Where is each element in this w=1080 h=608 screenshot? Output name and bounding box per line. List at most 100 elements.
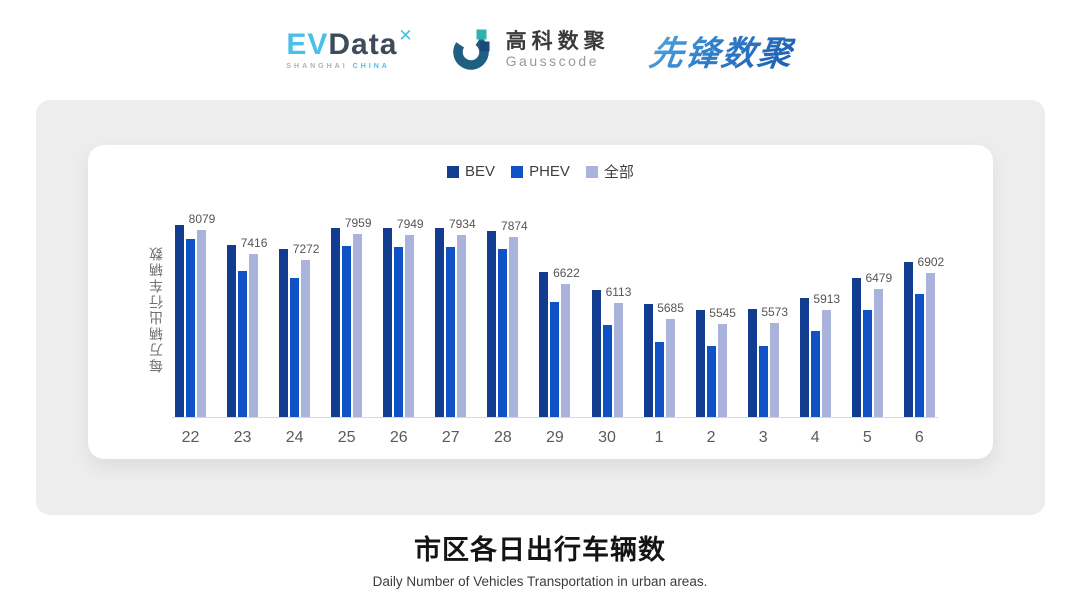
xianfeng-logo: 先锋数聚 xyxy=(646,26,797,75)
legend-label: 全部 xyxy=(603,164,634,181)
bar-PHEV-24 xyxy=(290,278,300,418)
bar-PHEV-6 xyxy=(914,294,924,418)
bar-PHEV-5 xyxy=(862,310,872,418)
bar-group-26: 7949 xyxy=(383,212,424,418)
bar-group-4: 5913 xyxy=(799,212,840,418)
chart-subtitle: Daily Number of Vehicles Transportation … xyxy=(372,574,708,589)
bar-全部-24 xyxy=(301,260,311,418)
bar-全部-5 xyxy=(873,289,883,418)
data-label-30: 6113 xyxy=(605,285,632,299)
evdata-ev-text: EV xyxy=(286,28,329,61)
bar-group-29: 6622 xyxy=(539,212,580,418)
bar-PHEV-28 xyxy=(498,249,508,418)
legend-label: PHEV xyxy=(529,163,570,180)
legend-swatch-icon xyxy=(511,165,524,178)
data-label-26: 7949 xyxy=(396,217,424,231)
bar-BEV-2 xyxy=(695,310,705,418)
legend-item-PHEV[interactable]: PHEV xyxy=(511,163,570,180)
gausscode-text: 高科数聚 Gausscode xyxy=(506,30,610,70)
legend-item-全部[interactable]: 全部 xyxy=(585,161,634,182)
gausscode-logo: 高科数聚 Gausscode xyxy=(452,27,610,73)
data-label-29: 6622 xyxy=(553,266,580,280)
gausscode-g-icon xyxy=(452,29,490,70)
gausscode-cn-text: 高科数聚 xyxy=(505,30,610,54)
x-tick-22: 22 xyxy=(181,429,200,446)
x-tick-1: 1 xyxy=(654,429,664,446)
x-tick-24: 24 xyxy=(285,429,304,446)
bar-BEV-28 xyxy=(487,231,497,418)
data-label-2: 5545 xyxy=(709,306,736,320)
bar-全部-22 xyxy=(197,230,206,418)
bar-group-24: 7272 xyxy=(279,212,319,418)
x-tick-26: 26 xyxy=(389,429,408,446)
bar-全部-30 xyxy=(613,303,623,418)
data-label-25: 7959 xyxy=(344,216,372,230)
bar-BEV-30 xyxy=(591,290,601,418)
data-label-5: 6479 xyxy=(865,271,893,285)
x-tick-23: 23 xyxy=(233,429,252,446)
bar-group-3: 5573 xyxy=(747,212,788,418)
x-tick-28: 28 xyxy=(493,429,512,446)
y-axis-label: 每万辆出行车辆数 xyxy=(148,245,164,373)
x-tick-2: 2 xyxy=(706,429,716,446)
data-label-3: 5573 xyxy=(761,305,789,319)
bar-全部-27 xyxy=(457,235,467,418)
bar-全部-25 xyxy=(353,234,363,418)
bar-PHEV-2 xyxy=(706,346,716,418)
bar-group-28: 7874 xyxy=(487,212,528,418)
evdata-star-icon: ✕ xyxy=(398,26,413,45)
bar-PHEV-22 xyxy=(186,239,195,418)
bar-group-5: 6479 xyxy=(851,212,892,418)
bar-PHEV-30 xyxy=(602,325,612,418)
x-axis-labels: 22 23 24 25 26 27 28 29 30 1 2 3 4 5 6 xyxy=(175,429,935,447)
bar-全部-2 xyxy=(717,324,727,418)
bar-PHEV-3 xyxy=(758,346,768,418)
evdata-subtext: SHANGHAI CHINA xyxy=(286,63,389,70)
bar-group-25: 7959 xyxy=(331,212,372,418)
legend-swatch-icon xyxy=(447,165,460,178)
data-label-28: 7874 xyxy=(501,219,528,233)
bar-PHEV-1 xyxy=(654,342,664,418)
bar-BEV-5 xyxy=(851,278,861,418)
bar-PHEV-4 xyxy=(810,331,820,418)
x-tick-6: 6 xyxy=(914,429,924,446)
bar-BEV-22 xyxy=(175,225,184,418)
legend-item-BEV[interactable]: BEV xyxy=(447,163,495,180)
chart-panel: BEV PHEV 全部 每万辆出行车辆数 8079 7416 7272 7959 7949 7… xyxy=(36,100,1045,515)
evdata-china-text: CHINA xyxy=(352,63,390,70)
header-logos: EV Data ✕ SHANGHAI CHINA 高科数聚 Gausscode … xyxy=(0,16,1080,84)
bar-全部-23 xyxy=(249,254,259,418)
bar-BEV-4 xyxy=(799,298,809,418)
bar-group-23: 7416 xyxy=(227,212,267,418)
bar-BEV-1 xyxy=(643,304,653,418)
x-tick-29: 29 xyxy=(546,429,564,446)
bar-全部-28 xyxy=(509,237,519,418)
data-label-27: 7934 xyxy=(448,217,476,231)
bar-group-6: 6902 xyxy=(903,212,944,418)
plot-area: 8079 7416 7272 7959 7949 7934 7874 6622 6113 5685… xyxy=(175,212,944,418)
x-tick-4: 4 xyxy=(810,429,820,446)
bar-BEV-29 xyxy=(539,272,549,418)
chart-legend: BEV PHEV 全部 xyxy=(88,161,993,182)
bar-PHEV-27 xyxy=(446,247,456,418)
evdata-logo: EV Data ✕ SHANGHAI CHINA xyxy=(286,26,413,70)
evdata-wordmark: EV Data ✕ xyxy=(286,26,413,61)
bar-全部-1 xyxy=(665,319,675,418)
x-tick-27: 27 xyxy=(441,429,460,446)
bar-BEV-27 xyxy=(435,228,445,418)
evdata-shanghai-text: SHANGHAI xyxy=(286,63,348,70)
bar-PHEV-29 xyxy=(550,302,560,418)
legend-label: BEV xyxy=(465,163,496,180)
data-label-6: 6902 xyxy=(917,255,945,269)
x-tick-3: 3 xyxy=(758,429,768,446)
bar-group-2: 5545 xyxy=(695,212,736,418)
bar-全部-4 xyxy=(821,310,831,418)
bar-group-27: 7934 xyxy=(435,212,476,418)
data-label-23: 7416 xyxy=(240,236,268,250)
bar-全部-29 xyxy=(561,284,571,418)
bar-全部-26 xyxy=(405,235,415,418)
evdata-data-text: Data xyxy=(328,28,398,61)
bar-PHEV-23 xyxy=(238,271,248,418)
bar-group-22: 8079 xyxy=(175,212,215,418)
